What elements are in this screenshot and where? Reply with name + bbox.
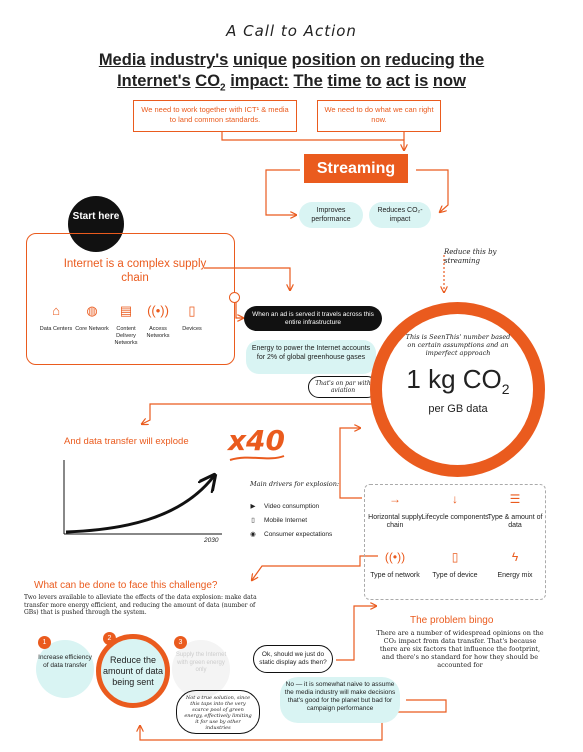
driver-label: Consumer expectations [264, 531, 333, 538]
driver-label: Mobile Internet [264, 517, 307, 524]
mobile-icon: ▯ [251, 517, 255, 524]
supply-chain-label: Core Network [75, 326, 109, 332]
challenge-heading: What can be done to face this challenge? [34, 580, 218, 591]
problem-label: Type & amount of data [487, 514, 543, 529]
datacenter-icon: ⌂ [52, 303, 60, 318]
problem-label: Type of network [370, 572, 420, 579]
globe-icon: ◍ [86, 303, 98, 318]
server-icon: ☰ [509, 492, 521, 506]
driver-item: ▶ Video consumption [248, 502, 320, 510]
lever-2: Reduce the amount of data being sent [96, 634, 170, 708]
energy-pill: Energy to power the Internet accounts fo… [246, 340, 376, 374]
driver-label: Video consumption [264, 503, 320, 510]
lever-1: Increase efficiency of data transfer [36, 640, 94, 698]
headline-word: position [291, 51, 356, 69]
reduces-co2-pill: Reduces CO₂-impact [369, 202, 431, 228]
headline-word: on [360, 51, 381, 69]
problem-label: Energy mix [497, 572, 533, 579]
antenna-icon: ((•)) [147, 303, 169, 318]
headline-word: Internet's [117, 72, 191, 90]
headline-word: to [365, 72, 382, 90]
headline-line-1: Media industry's unique position on redu… [60, 50, 523, 71]
supply-chain-title: Internet is a complex supply chain [63, 258, 207, 284]
device-icon: ▯ [188, 303, 196, 318]
headline-word: act [386, 72, 410, 90]
lever-3-number: 3 [174, 636, 187, 649]
problem-label: Horizontal supply chain [368, 514, 422, 529]
box-common-standards: We need to work together with ICT¹ & med… [133, 100, 297, 132]
headline-word: impact: [230, 72, 289, 90]
headline-word: CO2 [195, 72, 226, 94]
headline-word: The [293, 72, 323, 90]
supply-chain-label: Access Networks [146, 326, 170, 339]
lever-3: Supply the Internet with green energy on… [172, 640, 230, 698]
no-bubble: No — it is somewhat naive to assume the … [280, 677, 400, 723]
explode-text: And data transfer will explode [64, 436, 189, 447]
supply-chain-label: Devices [182, 326, 202, 332]
supply-chain-label: Data Centers [39, 326, 73, 332]
reduce-by-streaming-note: Reduce this by streaming [444, 248, 497, 265]
headline-word: time [327, 72, 362, 90]
ring-note: This is SeenThis' number based on certai… [405, 333, 511, 357]
problem-label: Lifecycle components [421, 514, 489, 521]
arrow-right-icon: → [389, 492, 401, 506]
green-energy-note: Not a true solution, since this taps int… [176, 690, 260, 734]
bingo-body: There are a number of widespread opinion… [376, 629, 544, 669]
ok-bubble: Ok, should we just do static display ads… [253, 645, 333, 673]
lever-1-number: 1 [38, 636, 51, 649]
headline-word: the [459, 51, 485, 69]
arrow-down-icon: ↓ [452, 492, 458, 506]
video-icon: ▶ [250, 503, 256, 510]
lever-2-number: 2 [103, 632, 116, 645]
year-label: 2030 [204, 537, 219, 544]
box-icon: ▤ [119, 303, 133, 318]
problem-label: Type of device [432, 572, 478, 579]
streaming-label: Streaming [304, 154, 408, 183]
bingo-heading: The problem bingo [410, 615, 494, 626]
kicker-title: A Call to Action [226, 22, 357, 40]
driver-item: ▯ Mobile Internet [248, 516, 307, 524]
antenna-icon: ((•)) [384, 550, 406, 564]
ad-served-pill: When an ad is served it travels across t… [244, 306, 382, 331]
box-act-now: We need to do what we can right now. [317, 100, 441, 132]
headline-word: reducing [385, 51, 455, 69]
par-with-aviation-note: That's on par with aviation [308, 376, 378, 398]
headline-word: unique [232, 51, 288, 69]
drivers-heading: Main drivers for explosion: [250, 480, 340, 488]
problem-grid [364, 484, 546, 600]
headline: Media industry's unique position on redu… [60, 50, 523, 98]
driver-item: ◉ Consumer expectations [248, 530, 332, 538]
headline-word: now [432, 72, 466, 90]
phone-icon: ▯ [451, 550, 459, 564]
start-here-badge: Start here [68, 196, 124, 252]
tablet-button [229, 292, 240, 303]
ring-unit: per GB data [428, 403, 488, 415]
headline-word: industry's [150, 51, 229, 69]
multiplier: x40 [228, 424, 286, 457]
supply-chain-label: Content Delivery Networks [114, 326, 138, 346]
headline-word: is [414, 72, 429, 90]
challenge-body: Two levers available to alleviate the ef… [24, 594, 257, 616]
bolt-icon: ϟ [511, 550, 519, 564]
improves-performance-pill: Improves performance [299, 202, 363, 228]
ring-value: 1 kg CO2 [406, 364, 510, 398]
eye-icon: ◉ [250, 531, 256, 538]
headline-word: Media [98, 51, 146, 69]
headline-line-2: Internet's CO2 impact: The time to act i… [60, 71, 523, 98]
growth-curve [65, 476, 214, 534]
